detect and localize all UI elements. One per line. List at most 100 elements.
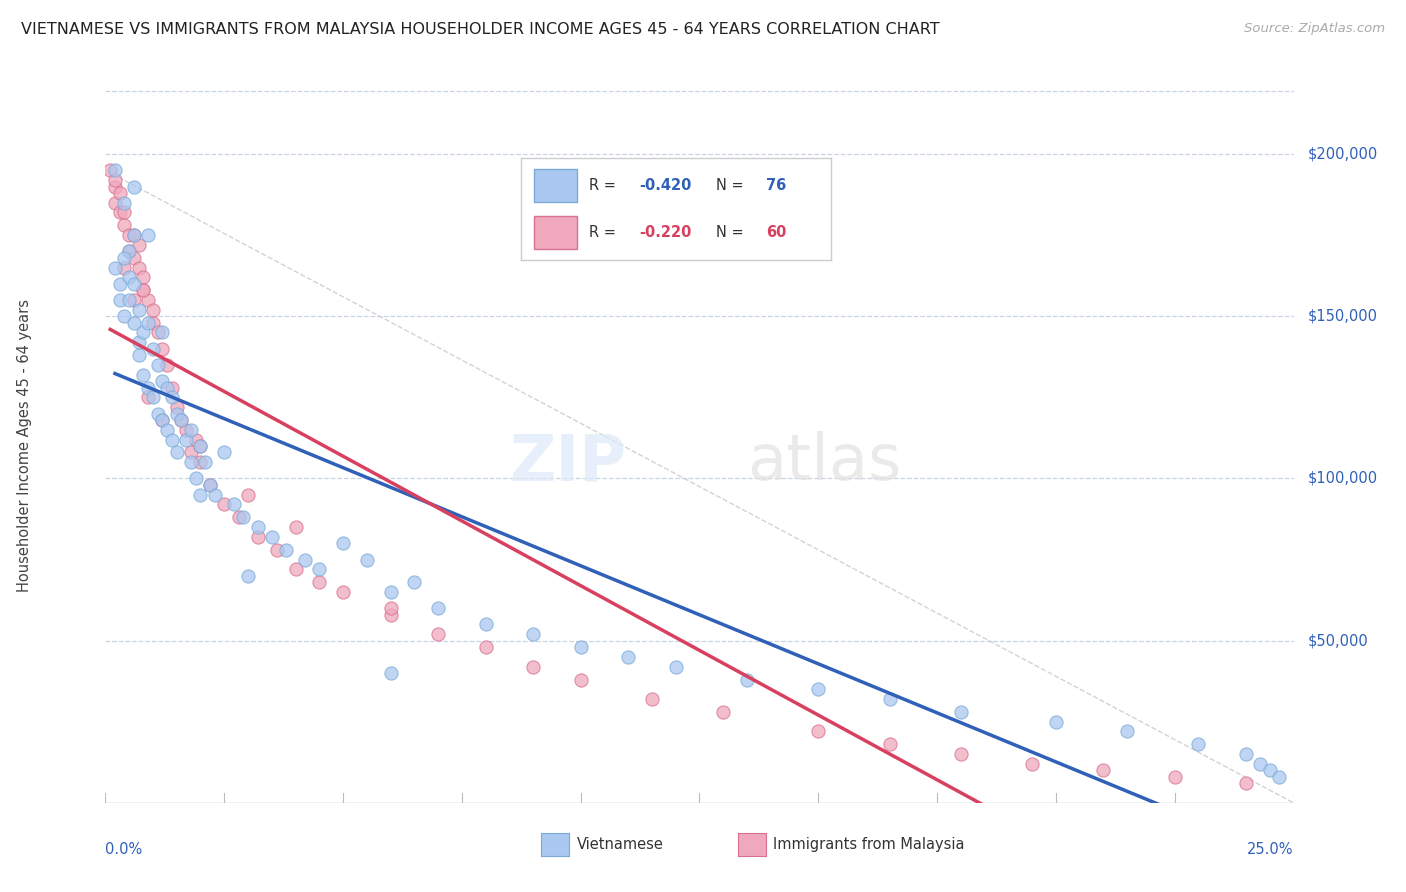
Point: [142, 316, 165, 330]
Point: [156, 381, 179, 395]
Text: VIETNAMESE VS IMMIGRANTS FROM MALAYSIA HOUSEHOLDER INCOME AGES 45 - 64 YEARS COR: VIETNAMESE VS IMMIGRANTS FROM MALAYSIA H…: [21, 22, 939, 37]
Point: [522, 659, 544, 673]
Point: [356, 552, 378, 566]
Point: [132, 270, 155, 285]
Point: [1187, 738, 1209, 752]
Point: [114, 205, 136, 219]
Point: [190, 439, 212, 453]
Point: [260, 530, 283, 544]
Point: [427, 627, 450, 641]
Point: [284, 520, 307, 534]
Point: [104, 179, 127, 194]
Point: [146, 407, 169, 421]
Text: -0.420: -0.420: [638, 178, 692, 193]
Point: [190, 488, 212, 502]
Point: [132, 368, 155, 382]
Point: [522, 627, 544, 641]
Point: [128, 260, 150, 275]
Point: [1234, 776, 1257, 790]
Text: Source: ZipAtlas.com: Source: ZipAtlas.com: [1244, 22, 1385, 36]
Point: [118, 228, 141, 243]
Point: [152, 413, 174, 427]
Point: [1268, 770, 1291, 784]
Point: [136, 228, 159, 243]
Point: [142, 342, 165, 356]
Point: [108, 205, 131, 219]
Point: [569, 640, 592, 654]
Point: [380, 666, 402, 681]
Point: [122, 316, 145, 330]
Text: R =: R =: [589, 226, 621, 240]
Point: [108, 293, 131, 307]
Point: [308, 562, 330, 576]
Point: [228, 510, 250, 524]
Point: [232, 510, 254, 524]
Point: [136, 316, 159, 330]
Point: [132, 326, 155, 340]
Point: [114, 219, 136, 233]
Point: [190, 455, 212, 469]
Point: [160, 433, 183, 447]
Point: [170, 413, 193, 427]
Point: [104, 195, 127, 210]
Point: [1164, 770, 1187, 784]
Point: [214, 497, 236, 511]
Point: [332, 536, 354, 550]
Point: [114, 195, 136, 210]
Point: [184, 433, 207, 447]
Point: [160, 390, 183, 404]
Point: [174, 433, 197, 447]
Point: [122, 251, 145, 265]
Point: [136, 381, 159, 395]
Point: [1258, 764, 1281, 778]
Text: Householder Income Ages 45 - 64 years: Householder Income Ages 45 - 64 years: [17, 300, 32, 592]
Point: [166, 400, 188, 414]
Text: atlas: atlas: [747, 431, 901, 493]
Point: [198, 478, 221, 492]
Point: [136, 293, 159, 307]
Point: [380, 585, 402, 599]
Point: [380, 607, 402, 622]
Point: [308, 575, 330, 590]
Point: [108, 186, 131, 200]
Point: [118, 270, 141, 285]
Point: [1021, 756, 1043, 771]
Point: [236, 568, 259, 582]
Text: N =: N =: [716, 226, 748, 240]
Text: 25.0%: 25.0%: [1247, 842, 1294, 856]
Point: [569, 673, 592, 687]
Text: 76: 76: [766, 178, 786, 193]
Point: [1234, 747, 1257, 761]
Point: [665, 659, 688, 673]
Point: [128, 348, 150, 362]
Point: [118, 293, 141, 307]
Point: [332, 585, 354, 599]
Point: [879, 692, 901, 706]
Point: [284, 562, 307, 576]
Point: [380, 601, 402, 615]
Text: $100,000: $100,000: [1308, 471, 1378, 486]
Point: [180, 455, 202, 469]
Text: -0.220: -0.220: [638, 226, 692, 240]
Point: [104, 260, 127, 275]
Text: $150,000: $150,000: [1308, 309, 1378, 324]
Point: [152, 374, 174, 388]
Point: [128, 302, 150, 317]
Point: [166, 407, 188, 421]
Point: [246, 520, 269, 534]
Point: [122, 293, 145, 307]
Point: [617, 649, 640, 664]
Point: [122, 228, 145, 243]
Point: [807, 724, 830, 739]
Point: [204, 488, 226, 502]
Point: [474, 617, 496, 632]
Point: [266, 542, 288, 557]
Text: R =: R =: [589, 178, 621, 193]
Point: [949, 705, 972, 719]
Text: $50,000: $50,000: [1308, 633, 1368, 648]
Point: [118, 244, 141, 259]
Point: [156, 358, 179, 372]
Point: [146, 326, 169, 340]
Point: [735, 673, 758, 687]
Text: $200,000: $200,000: [1308, 146, 1378, 161]
